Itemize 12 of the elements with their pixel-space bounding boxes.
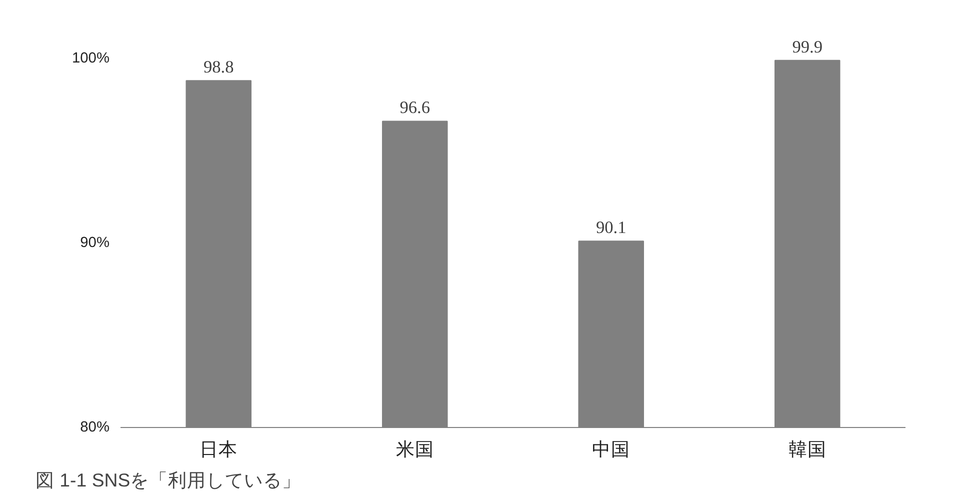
x-tick-label: 日本 <box>200 438 238 460</box>
x-tick-label: 韓国 <box>788 438 826 460</box>
data-label: 99.9 <box>792 37 823 56</box>
y-tick-label: 80% <box>80 420 110 436</box>
x-tick-label: 米国 <box>396 438 434 460</box>
text: 図 1-1 SNSを「利用している」 <box>36 470 302 490</box>
data-label: 98.8 <box>203 58 234 77</box>
data-label: 90.1 <box>596 218 626 238</box>
x-tick-label: 中国 <box>592 438 630 460</box>
y-tick-label: 90% <box>80 234 110 251</box>
data-label: 96.6 <box>400 98 430 118</box>
y-tick-label: 100% <box>72 50 110 66</box>
